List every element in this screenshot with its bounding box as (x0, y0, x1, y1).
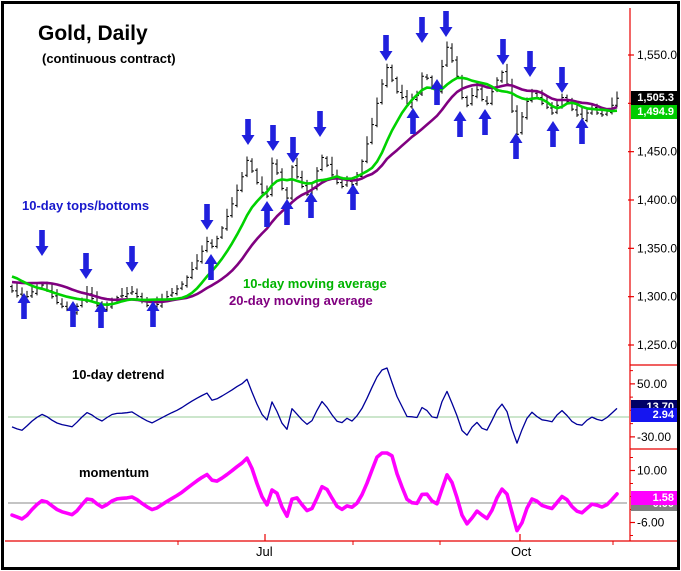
momentum-value-flag: 1.58 (631, 491, 677, 505)
up-arrow (453, 111, 467, 137)
ma20-annotation: 20-day moving average (229, 293, 373, 308)
down-arrow (555, 67, 569, 93)
ma20-line (11, 83, 618, 304)
down-arrow (415, 17, 429, 43)
up-arrow (146, 301, 160, 327)
up-arrow (546, 121, 560, 147)
up-arrow (509, 133, 523, 159)
detrend-tick-label: 50.00 (637, 377, 667, 391)
detrend-value-flag: 2.94 (631, 408, 677, 422)
detrend-tick-label: -30.00 (637, 430, 671, 444)
down-arrow (439, 11, 453, 37)
ma10-line (11, 76, 618, 307)
detrend-line (11, 367, 618, 444)
last-price-flag: 1,505.3 (631, 91, 677, 105)
down-arrow (241, 119, 255, 145)
price-bars (10, 41, 619, 315)
up-arrow (346, 184, 360, 210)
down-arrow (496, 39, 510, 65)
down-arrow (79, 253, 93, 279)
price-tick-label: 1,400.0 (637, 193, 677, 207)
up-arrow (94, 302, 108, 328)
down-arrow (313, 111, 327, 137)
chart-title: Gold, Daily (38, 22, 148, 45)
momentum-tick-label: -6.00 (637, 516, 665, 530)
down-arrow (266, 125, 280, 151)
up-arrow (66, 301, 80, 327)
price-tick-label: 1,300.0 (637, 290, 677, 304)
down-arrow (35, 230, 49, 256)
down-arrow (200, 204, 214, 230)
ma10-annotation: 10-day moving average (243, 276, 387, 291)
down-arrow (125, 246, 139, 272)
up-arrow (280, 199, 294, 225)
chart-subtitle: (continuous contract) (42, 51, 176, 66)
ma10-value-flag: 1,494.9 (631, 105, 677, 119)
up-arrow (260, 201, 274, 227)
x-axis-label-jul: Jul (256, 544, 273, 559)
momentum-line (10, 451, 619, 533)
up-arrow (406, 108, 420, 134)
down-arrow (379, 35, 393, 61)
up-arrow (17, 293, 31, 319)
x-axis-label-oct: Oct (511, 544, 532, 559)
tops-bottoms-annotation: 10-day tops/bottoms (22, 198, 150, 213)
price-tick-label: 1,250.0 (637, 338, 677, 352)
up-arrow (304, 192, 318, 218)
up-arrow (575, 118, 589, 144)
price-tick-label: 1,550.0 (637, 48, 677, 62)
momentum-annotation: momentum (79, 465, 150, 480)
swing-arrows (17, 11, 589, 328)
price-tick-label: 1,350.0 (637, 241, 677, 255)
down-arrow (523, 51, 537, 77)
price-tick-label: 1,450.0 (637, 145, 677, 159)
up-arrow (478, 109, 492, 135)
up-arrow (204, 254, 218, 280)
momentum-tick-label: 10.00 (637, 464, 667, 478)
down-arrow (286, 137, 300, 163)
detrend-annotation: 10-day detrend (72, 367, 165, 382)
up-arrow (430, 79, 444, 105)
